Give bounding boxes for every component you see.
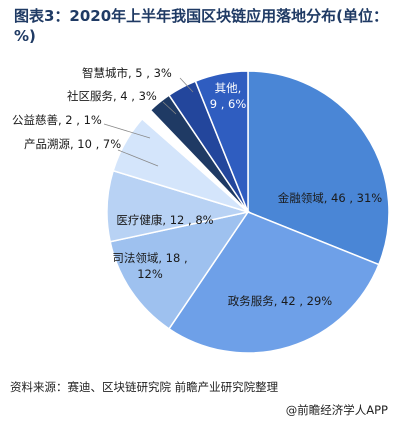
pie-slice-9 xyxy=(194,70,249,213)
pie-slices xyxy=(106,70,390,354)
pie-slice-3 xyxy=(109,210,250,330)
leader-lines xyxy=(103,77,194,167)
slice-label-8: 智慧城市, 5 , 3% xyxy=(82,66,172,80)
slice-label-7: 社区服务, 4 , 3% xyxy=(67,89,157,103)
leader-line-6 xyxy=(103,123,151,139)
slice-labels: 金融领域, 46 , 31% 政务服务, 42 , 29% 司法领域, 18 , 12… xyxy=(12,66,382,308)
source-note: 资料来源：赛迪、区块链研究院 前瞻产业研究院整理 xyxy=(10,380,279,394)
pie-slice-1 xyxy=(247,70,390,266)
slice-label-3: 司法领域, 18 , 12% xyxy=(112,251,187,281)
slice-label-4: 医疗健康, 12 , 8% xyxy=(116,213,213,227)
slice-label-5: 产品溯源, 10 , 7% xyxy=(24,137,121,151)
slice-label-1: 金融领域, 46 , 31% xyxy=(278,191,383,205)
brand-watermark: @前瞻经济学人APP xyxy=(285,403,388,417)
leader-line-7 xyxy=(162,101,177,115)
slice-label-9: 其他, 9 , 6% xyxy=(210,81,247,111)
chart-title: 图表3：2020年上半年我国区块链应用落地分布(单位： %) xyxy=(14,7,389,45)
pie-slice-2 xyxy=(167,211,380,354)
slice-label-6: 公益慈善, 2 , 1% xyxy=(12,113,102,127)
leader-line-5 xyxy=(117,149,159,167)
leader-line-8 xyxy=(179,77,194,93)
slice-label-2: 政务服务, 42 , 29% xyxy=(228,294,333,308)
